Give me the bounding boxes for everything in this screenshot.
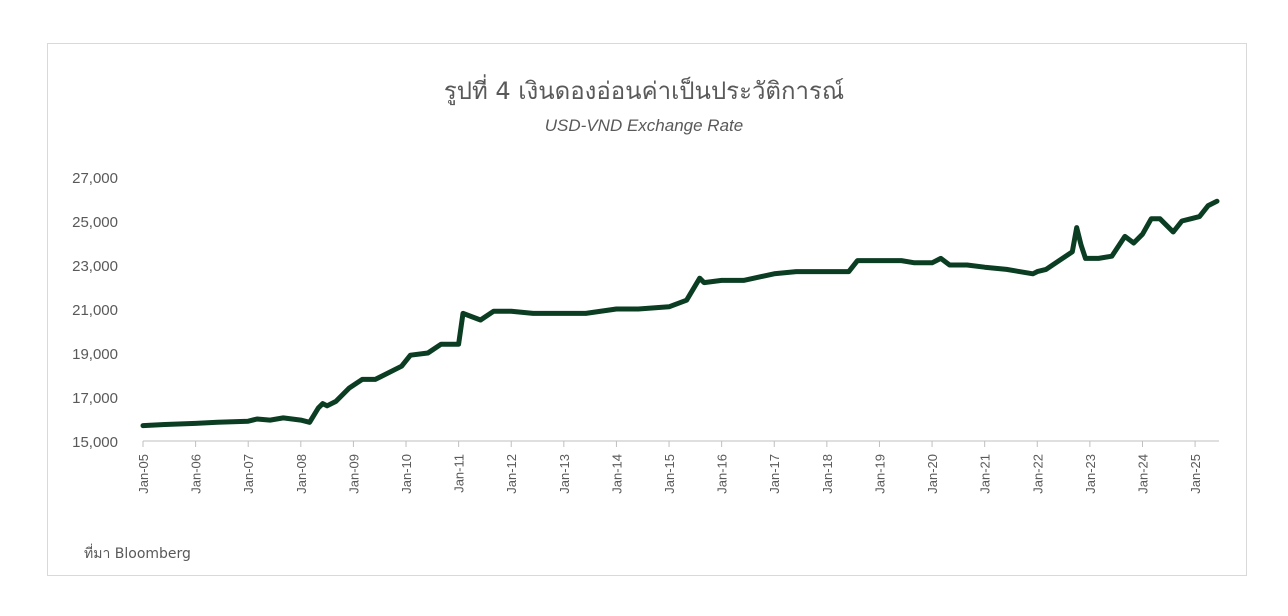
x-tick-label: Jan-25 <box>1188 454 1203 494</box>
x-tick-label: Jan-05 <box>136 454 151 494</box>
y-tick-label: 23,000 <box>72 258 118 275</box>
x-tick-label: Jan-10 <box>399 454 414 494</box>
x-tick-label: Jan-21 <box>978 454 993 494</box>
x-tick-label: Jan-14 <box>609 454 624 494</box>
x-tick-label: Jan-23 <box>1083 454 1098 494</box>
y-tick-label: 25,000 <box>72 214 118 231</box>
x-tick-label: Jan-24 <box>1135 454 1150 494</box>
x-tick-label: Jan-09 <box>346 454 361 494</box>
chart-source: ที่มา Bloomberg <box>84 546 191 562</box>
x-tick-label: Jan-15 <box>662 454 677 494</box>
y-tick-label: 17,000 <box>72 390 118 407</box>
series-line-usd-vnd <box>140 198 1220 429</box>
y-tick-label: 19,000 <box>72 346 118 363</box>
x-tick-label: Jan-06 <box>189 454 204 494</box>
y-tick-label: 27,000 <box>72 170 118 187</box>
x-tick-label: Jan-13 <box>557 454 572 494</box>
chart-title: รูปที่ 4 เงินดองอ่อนค่าเป็นประวัติการณ์ <box>443 77 845 105</box>
x-tick-label: Jan-16 <box>715 454 730 494</box>
y-tick-label: 21,000 <box>72 302 118 319</box>
x-tick-label: Jan-18 <box>820 454 835 494</box>
x-tick-label: Jan-22 <box>1030 454 1045 494</box>
x-tick-label: Jan-12 <box>504 454 519 494</box>
chart-subtitle: USD-VND Exchange Rate <box>544 116 744 135</box>
x-tick-label: Jan-07 <box>241 454 256 494</box>
x-tick-label: Jan-17 <box>767 454 782 494</box>
x-tick-label: Jan-19 <box>872 454 887 494</box>
x-tick-label: Jan-08 <box>294 454 309 494</box>
x-tick-label: Jan-20 <box>925 454 940 494</box>
x-tick-label: Jan-11 <box>452 454 467 493</box>
y-tick-label: 15,000 <box>72 434 118 451</box>
